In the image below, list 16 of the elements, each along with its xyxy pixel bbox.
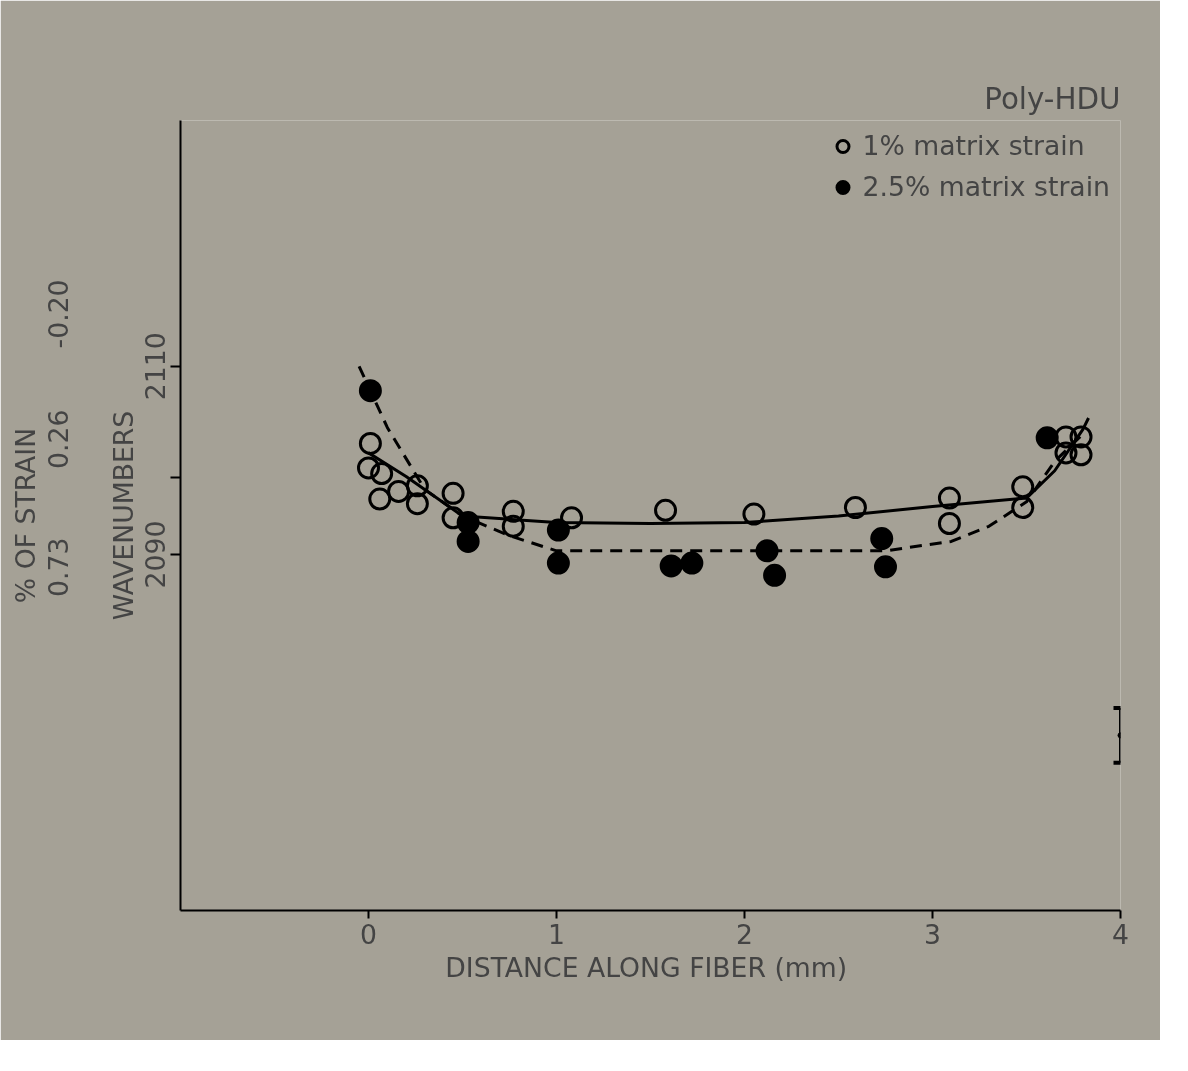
legend-label: 1% matrix strain (862, 130, 1085, 161)
x-axis-title: DISTANCE ALONG FIBER (mm) (445, 951, 848, 983)
x-tick-label: 0 (360, 918, 377, 950)
y-axis-title: WAVENUMBERS (107, 410, 139, 621)
y-tick-label: 2090 (140, 520, 172, 589)
y2-tick-label: 0.26 (43, 409, 75, 469)
y2-axis-title: % OF STRAIN (9, 427, 41, 604)
chart-title: Poly-HDU (984, 81, 1121, 116)
y2-tick-label: 0.73 (43, 537, 75, 597)
legend-label: 2.5% matrix strain (862, 171, 1110, 202)
x-tick-label: 4 (1112, 918, 1129, 950)
x-tick-label: 2 (736, 918, 753, 950)
y2-tick-label: -0.20 (43, 279, 75, 349)
y-tick-label: 2110 (140, 332, 172, 401)
x-tick-label: 1 (548, 918, 565, 950)
x-tick-label: 3 (924, 918, 941, 950)
